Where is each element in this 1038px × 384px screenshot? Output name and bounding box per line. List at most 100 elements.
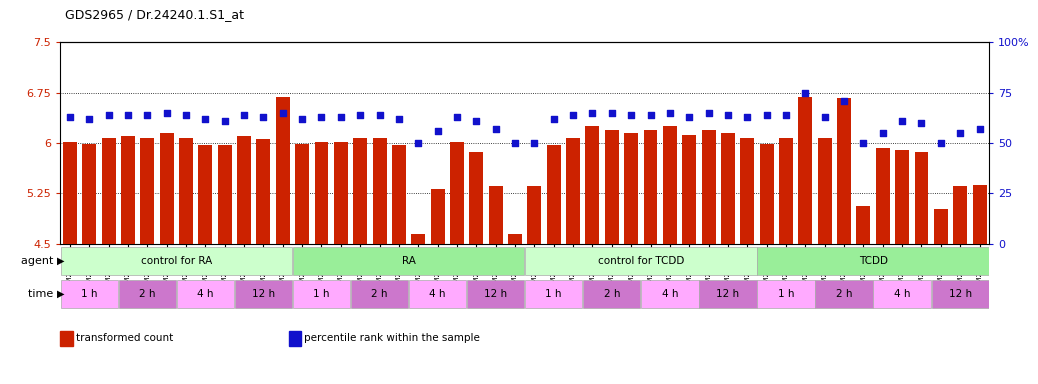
Bar: [566, 138, 580, 244]
Bar: [102, 138, 115, 244]
Text: 12 h: 12 h: [484, 289, 508, 299]
Text: 12 h: 12 h: [716, 289, 739, 299]
Bar: [527, 186, 542, 244]
Bar: [235, 280, 292, 308]
Bar: [411, 234, 426, 244]
Bar: [641, 280, 699, 308]
Bar: [373, 138, 386, 244]
Bar: [237, 136, 251, 244]
Bar: [295, 144, 309, 244]
Bar: [351, 280, 408, 308]
Bar: [118, 280, 176, 308]
Point: [139, 112, 156, 118]
Bar: [525, 247, 757, 275]
Point: [701, 110, 717, 116]
Bar: [914, 152, 928, 244]
Bar: [160, 133, 173, 244]
Bar: [816, 280, 873, 308]
Bar: [624, 133, 638, 244]
Bar: [780, 138, 793, 244]
Point: [352, 112, 368, 118]
Bar: [953, 186, 967, 244]
Bar: [856, 206, 871, 244]
Bar: [63, 142, 77, 244]
Point: [932, 140, 949, 146]
Point: [313, 114, 330, 120]
Point: [623, 112, 639, 118]
Text: ▶: ▶: [57, 256, 64, 266]
Text: percentile rank within the sample: percentile rank within the sample: [304, 333, 480, 343]
Bar: [121, 136, 135, 244]
Bar: [392, 145, 406, 244]
Point: [817, 114, 834, 120]
Bar: [450, 142, 464, 244]
Point: [448, 114, 465, 120]
Point: [584, 110, 601, 116]
Point: [836, 98, 852, 104]
Point: [759, 112, 775, 118]
Bar: [140, 138, 155, 244]
Bar: [740, 138, 755, 244]
Text: transformed count: transformed count: [76, 333, 173, 343]
Point: [526, 140, 543, 146]
Bar: [276, 98, 290, 244]
Point: [894, 118, 910, 124]
Text: 2 h: 2 h: [603, 289, 620, 299]
Text: 4 h: 4 h: [894, 289, 910, 299]
Point: [739, 114, 756, 120]
Bar: [583, 280, 640, 308]
Point: [197, 116, 214, 122]
Point: [177, 112, 194, 118]
Text: 4 h: 4 h: [430, 289, 446, 299]
Point: [430, 128, 446, 134]
Text: TCDD: TCDD: [858, 256, 887, 266]
Point: [61, 114, 78, 120]
Point: [159, 110, 175, 116]
Point: [972, 126, 988, 132]
Bar: [663, 126, 677, 244]
Bar: [700, 280, 757, 308]
Point: [119, 112, 136, 118]
Point: [643, 112, 659, 118]
Point: [236, 112, 252, 118]
Bar: [934, 209, 948, 244]
Bar: [605, 130, 619, 244]
Bar: [467, 280, 524, 308]
Point: [488, 126, 504, 132]
Bar: [758, 247, 989, 275]
Bar: [60, 247, 292, 275]
Bar: [469, 152, 484, 244]
Bar: [60, 280, 118, 308]
Point: [372, 112, 388, 118]
Bar: [409, 280, 466, 308]
Point: [777, 112, 794, 118]
Bar: [176, 280, 234, 308]
Point: [913, 120, 930, 126]
Bar: [198, 145, 213, 244]
Text: 2 h: 2 h: [372, 289, 388, 299]
Bar: [895, 151, 909, 244]
Text: GDS2965 / Dr.24240.1.S1_at: GDS2965 / Dr.24240.1.S1_at: [65, 8, 244, 21]
Text: 12 h: 12 h: [949, 289, 972, 299]
Bar: [818, 138, 831, 244]
Bar: [293, 247, 524, 275]
Text: 4 h: 4 h: [661, 289, 678, 299]
Bar: [758, 280, 815, 308]
Point: [797, 89, 814, 96]
Bar: [931, 280, 989, 308]
Bar: [644, 130, 657, 244]
Bar: [682, 135, 696, 244]
Bar: [547, 145, 561, 244]
Point: [101, 112, 117, 118]
Bar: [973, 185, 986, 244]
Bar: [353, 138, 367, 244]
Point: [603, 110, 620, 116]
Text: 1 h: 1 h: [546, 289, 562, 299]
Text: ▶: ▶: [57, 289, 64, 299]
Bar: [702, 130, 715, 244]
Bar: [873, 280, 931, 308]
Point: [255, 114, 272, 120]
Text: 1 h: 1 h: [313, 289, 330, 299]
Text: time: time: [28, 289, 57, 299]
Bar: [293, 280, 350, 308]
